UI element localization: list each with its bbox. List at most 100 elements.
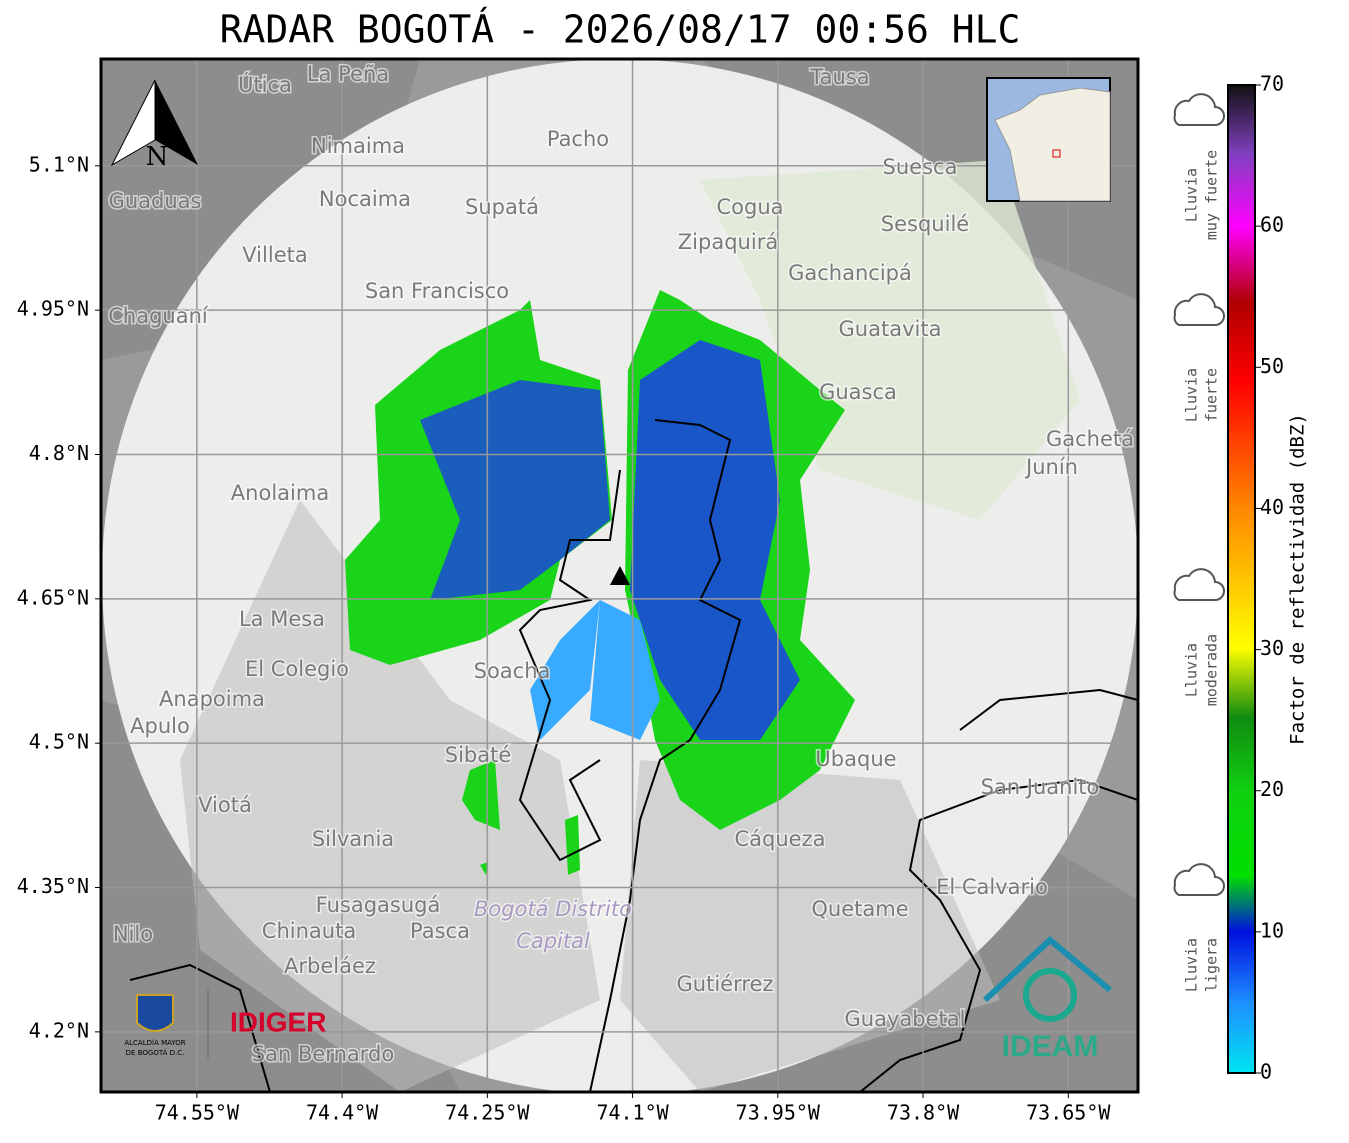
map-frame xyxy=(99,57,1140,1094)
place-label: Quetame xyxy=(811,897,908,921)
x-tick-label: 74.1°W xyxy=(596,1101,669,1125)
place-label: Guatavita xyxy=(839,317,942,341)
place-label: Guasca xyxy=(819,380,897,404)
place-label: Guaduas xyxy=(109,189,202,213)
y-tick-label: 4.5°N xyxy=(29,730,89,754)
rain-level-label: muy fuerte xyxy=(1203,150,1221,240)
rain-level-label: Lluvia xyxy=(1183,938,1201,992)
places: La Peña Útica Tausa Pacho Nimaima Nocaima Supa… xyxy=(107,61,1136,1068)
x-tick-label: 74.55°W xyxy=(155,1101,240,1125)
rain-level-label: Lluvia xyxy=(1183,368,1201,422)
place-label: Supatá xyxy=(465,195,539,219)
x-tick-label: 73.8°W xyxy=(887,1101,960,1125)
place-label: Silvania xyxy=(312,827,394,851)
place-label: Sibaté xyxy=(445,743,512,767)
place-label: Cáqueza xyxy=(735,827,826,851)
colorbar-ticks: 0 10 20 30 40 50 60 70 xyxy=(1255,72,1284,1084)
place-label: Junín xyxy=(1024,455,1078,479)
y-tick-label: 4.35°N xyxy=(17,874,89,898)
place-label: San Juanito xyxy=(981,775,1100,799)
district-label: Bogotá Distrito xyxy=(474,897,632,921)
x-tick-label: 73.95°W xyxy=(736,1101,821,1125)
place-label: Útica xyxy=(238,72,292,97)
colorbar-tick-label: 20 xyxy=(1260,777,1284,801)
rain-level-label: ligera xyxy=(1203,938,1221,992)
rain-level-label: Lluvia xyxy=(1183,168,1201,222)
radar-echo xyxy=(345,290,855,875)
place-label: Guayabetal xyxy=(845,1007,966,1031)
grid xyxy=(101,59,1138,1092)
place-label: Pasca xyxy=(410,919,470,943)
rain-level-label: Lluvia xyxy=(1183,643,1201,697)
rain-icon xyxy=(1173,93,1225,126)
boundary xyxy=(129,419,1138,1092)
rain-icon xyxy=(1173,863,1225,896)
place-label: La Peña xyxy=(307,62,389,86)
alcaldia-text: DE BOGOTÁ D.C. xyxy=(126,1048,185,1057)
y-tick-label: 5.1°N xyxy=(29,152,89,176)
x-tick-label: 74.25°W xyxy=(445,1101,530,1125)
place-label: San Bernardo xyxy=(252,1042,394,1066)
x-tick-label: 74.4°W xyxy=(306,1101,379,1125)
rain-level-label: fuerte xyxy=(1203,368,1221,422)
place-label: Sesquilé xyxy=(881,212,969,236)
ideam-logo: IDEAM xyxy=(1002,1030,1099,1063)
colorbar xyxy=(1227,84,1256,1074)
axes: 74.55°W 74.4°W 74.25°W 74.1°W 73.95°W 73.8°W 7… xyxy=(17,152,1112,1124)
y-tick-label: 4.8°N xyxy=(29,441,89,465)
logos: ALCALDÍA MAYOR DE BOGOTÁ D.C. IDIGER IDE… xyxy=(124,936,1112,1063)
colorbar-tick-label: 10 xyxy=(1260,918,1284,942)
colorbar-tick-label: 40 xyxy=(1260,495,1284,519)
inset-map xyxy=(986,77,1111,202)
colorbar-tick-label: 0 xyxy=(1260,1060,1272,1084)
colorbar-tick-label: 70 xyxy=(1260,72,1284,96)
place-label: Anolaima xyxy=(231,481,329,505)
place-label: Apulo xyxy=(130,714,190,738)
rain-level-label: moderada xyxy=(1203,634,1221,706)
place-label: Tausa xyxy=(809,65,869,89)
place-label: Gachetá xyxy=(1046,427,1134,451)
colorbar-tick-label: 60 xyxy=(1260,213,1284,237)
place-label: Villeta xyxy=(242,243,307,267)
place-label: El Calvario xyxy=(936,875,1048,899)
place-label: Arbeláez xyxy=(284,954,376,978)
rain-icon xyxy=(1173,293,1225,326)
place-label: La Mesa xyxy=(239,607,325,631)
radar-site xyxy=(610,566,630,585)
place-label: Nimaima xyxy=(311,134,405,158)
map: La Peña Útica Tausa Pacho Nimaima Nocaima Supa… xyxy=(101,59,1138,1092)
colorbar-tick-label: 30 xyxy=(1260,636,1284,660)
terrain xyxy=(620,760,1000,1092)
y-tick-label: 4.2°N xyxy=(29,1018,89,1042)
colorbar-tick-label: 50 xyxy=(1260,354,1284,378)
place-label: Chaguaní xyxy=(108,304,209,328)
place-label: Gutiérrez xyxy=(677,972,774,996)
compass-label: N xyxy=(146,142,169,172)
place-label: Pacho xyxy=(547,127,609,151)
place-label: Ubaque xyxy=(815,747,896,771)
place-label: Anapoima xyxy=(159,687,265,711)
place-label: Nilo xyxy=(113,922,153,946)
title: RADAR BOGOTÁ - 2026/08/17 00:56 HLC xyxy=(220,8,1021,52)
colorbar-label: Factor de reflectividad (dBZ) xyxy=(1287,413,1309,745)
terrain xyxy=(180,500,600,1092)
place-label: El Colegio xyxy=(245,657,349,681)
district-label: Capital xyxy=(516,929,590,953)
place-label: Zipaquirá xyxy=(678,230,778,254)
place-label: Chinauta xyxy=(262,919,356,943)
place-label: Soacha xyxy=(474,659,551,683)
rain-icon xyxy=(1173,568,1225,601)
x-tick-label: 73.65°W xyxy=(1026,1101,1111,1125)
place-label: Nocaima xyxy=(319,187,411,211)
compass: N xyxy=(110,79,198,172)
terrain xyxy=(700,160,1080,520)
place-label: Gachancipá xyxy=(788,261,912,285)
place-label: San Francisco xyxy=(365,279,509,303)
place-label: Fusagasugá xyxy=(316,893,441,917)
place-label: Viotá xyxy=(198,793,252,817)
place-label: Cogua xyxy=(716,195,783,219)
y-tick-label: 4.95°N xyxy=(17,297,89,321)
idiger-logo: IDIGER xyxy=(230,1006,326,1037)
y-tick-label: 4.65°N xyxy=(17,585,89,609)
